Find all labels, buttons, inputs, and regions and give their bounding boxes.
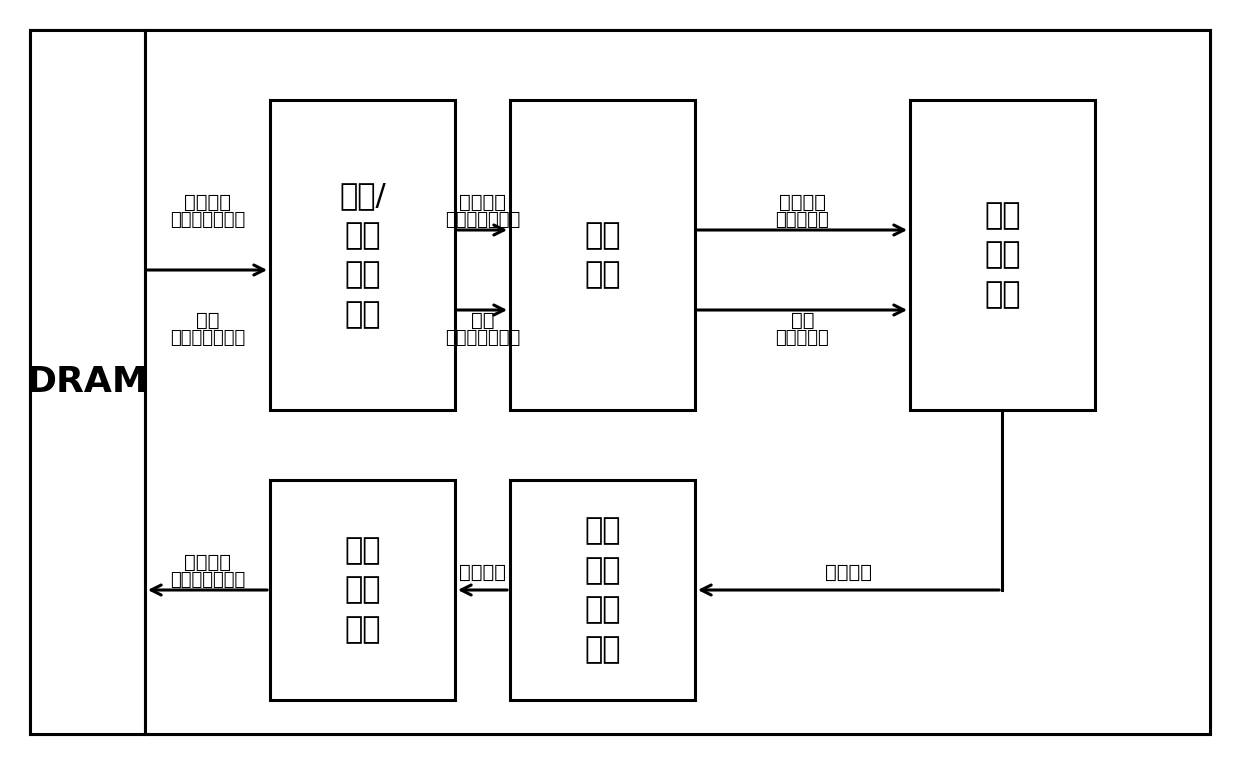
Text: （已重新排布）: （已重新排布） [445,211,520,229]
Text: 输出: 输出 [345,536,381,565]
Text: 数据: 数据 [584,555,621,584]
Text: （已重新排布）: （已重新排布） [170,211,246,229]
Text: DRAM: DRAM [26,365,149,399]
Text: 模块: 模块 [345,300,381,329]
Text: 控制: 控制 [345,575,381,604]
Text: 权重: 权重 [471,310,495,329]
Text: 权重: 权重 [345,221,381,250]
Text: 临时: 临时 [584,516,621,545]
Text: （已缓存）: （已缓存） [776,329,830,347]
Text: 模块: 模块 [345,615,381,644]
Text: 模块: 模块 [584,635,621,664]
Text: （已重新排布）: （已重新排布） [170,329,246,347]
Text: 输入特征: 输入特征 [459,193,506,212]
Bar [270,480,455,700]
Text: （已重新排布）: （已重新排布） [170,571,246,589]
Bar [510,100,694,410]
Text: 输出特征: 输出特征 [184,552,231,571]
Text: 矩阵: 矩阵 [985,201,1021,230]
Text: 权重: 权重 [196,310,219,329]
Text: （已重新排布）: （已重新排布） [445,329,520,347]
Bar [510,480,694,700]
Bar [30,30,145,734]
Text: 预取: 预取 [345,261,381,290]
Text: 输入特征: 输入特征 [779,193,826,212]
Text: 单元: 单元 [985,280,1021,309]
Bar [270,100,455,410]
Text: 输出特征: 输出特征 [459,562,506,581]
Bar [910,100,1095,410]
Text: 特征/: 特征/ [339,181,386,210]
Text: 权重: 权重 [791,310,815,329]
Bar [145,30,1210,734]
Text: 临时数据: 临时数据 [825,562,872,581]
Text: 输入特征: 输入特征 [184,193,231,212]
Text: 累加: 累加 [584,595,621,624]
Text: （已缓存）: （已缓存） [776,211,830,229]
Text: 运算: 运算 [985,241,1021,270]
Text: 局部: 局部 [584,221,621,250]
Text: 缓存: 缓存 [584,261,621,290]
